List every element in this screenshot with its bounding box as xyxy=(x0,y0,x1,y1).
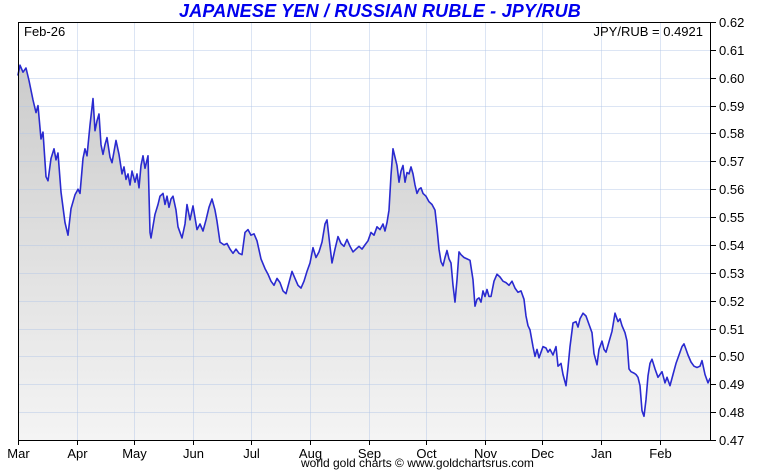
y-tick-label-0.61: 0.61 xyxy=(719,43,744,58)
y-tick-label-0.52: 0.52 xyxy=(719,294,744,309)
x-tick-label-may: May xyxy=(122,446,147,461)
y-tick-label-0.62: 0.62 xyxy=(719,15,744,30)
y-tick-label-0.54: 0.54 xyxy=(719,238,744,253)
x-tick-label-jul: Jul xyxy=(243,446,260,461)
x-tick-label-mar: Mar xyxy=(7,446,30,461)
y-tick-label-0.56: 0.56 xyxy=(719,182,744,197)
y-tick-label-0.53: 0.53 xyxy=(719,266,744,281)
y-tick-label-0.59: 0.59 xyxy=(719,99,744,114)
y-tick-label-0.58: 0.58 xyxy=(719,126,744,141)
x-tick-label-jun: Jun xyxy=(183,446,204,461)
x-tick-label-aug: Aug xyxy=(299,446,322,461)
x-tick-label-nov: Nov xyxy=(474,446,498,461)
x-tick-label-apr: Apr xyxy=(67,446,88,461)
quote-value-label: JPY/RUB = 0.4921 xyxy=(593,24,703,39)
y-tick-label-0.50: 0.50 xyxy=(719,349,744,364)
y-tick-label-0.49: 0.49 xyxy=(719,377,744,392)
y-tick-label-0.48: 0.48 xyxy=(719,405,744,420)
x-tick-label-jan: Jan xyxy=(591,446,612,461)
y-tick-label-0.60: 0.60 xyxy=(719,71,744,86)
grid-lines xyxy=(18,22,710,440)
plot-border xyxy=(18,22,711,441)
y-tick-label-0.55: 0.55 xyxy=(719,210,744,225)
y-tick-label-0.57: 0.57 xyxy=(719,154,744,169)
latest-date-label: Feb-26 xyxy=(24,24,66,39)
x-tick-label-oct: Oct xyxy=(416,446,437,461)
y-axis-ticks xyxy=(710,22,716,441)
x-tick-label-dec: Dec xyxy=(531,446,555,461)
price-area xyxy=(18,65,710,440)
chart-title: JAPANESE YEN / RUSSIAN RUBLE - JPY/RUB xyxy=(178,1,581,21)
y-tick-label-0.47: 0.47 xyxy=(719,433,744,448)
x-axis-ticks xyxy=(18,440,661,445)
x-tick-label-sep: Sep xyxy=(358,446,381,461)
x-tick-label-feb: Feb xyxy=(649,446,671,461)
price-line xyxy=(17,64,711,418)
y-tick-label-0.51: 0.51 xyxy=(719,322,744,337)
footer-credit: world gold charts © www.goldchartsrus.co… xyxy=(301,456,534,470)
